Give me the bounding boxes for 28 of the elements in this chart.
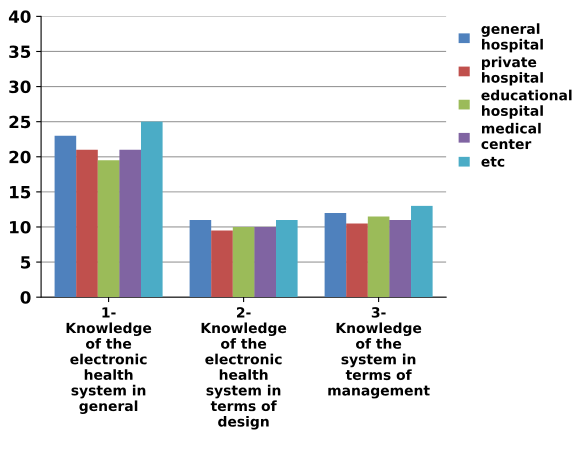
y-tick-label: 10 xyxy=(10,220,31,234)
bar xyxy=(276,220,298,298)
bar xyxy=(254,226,276,298)
y-tick-label: 15 xyxy=(10,186,30,198)
y-tick-label: 25 xyxy=(9,116,30,128)
bar xyxy=(140,122,163,298)
bar xyxy=(411,206,433,298)
bar xyxy=(98,160,120,298)
bar xyxy=(54,136,76,298)
bar xyxy=(119,150,141,298)
legend-label: etc xyxy=(481,156,504,167)
y-tick-label: 30 xyxy=(9,80,31,94)
y-tick-label: 20 xyxy=(9,150,31,164)
x-tick-label: 3- Knowledge of the system in terms of management xyxy=(328,307,430,398)
bar xyxy=(346,223,368,298)
y-tick-label: 35 xyxy=(9,45,30,58)
bar xyxy=(324,212,346,298)
bar xyxy=(211,230,233,298)
bar xyxy=(368,216,390,298)
bar xyxy=(76,150,98,298)
x-tick-label: 1- Knowledge of the electronic health system in general xyxy=(66,307,152,414)
y-tick-label: 5 xyxy=(21,256,30,269)
y-tick-label: 0 xyxy=(20,291,31,304)
bar xyxy=(232,226,254,298)
y-tick-label: 40 xyxy=(8,10,31,23)
x-tick-label: 2- Knowledge of the electronic health system in terms of design xyxy=(202,307,286,430)
bar xyxy=(190,220,212,298)
bar xyxy=(389,220,412,298)
